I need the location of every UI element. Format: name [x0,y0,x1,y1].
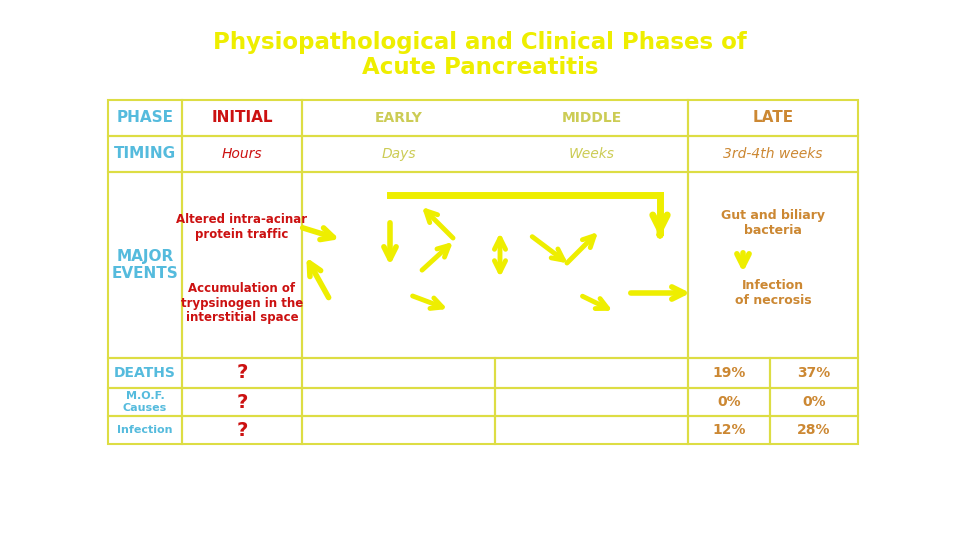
Text: ?: ? [236,363,248,382]
Text: Altered intra-acinar
protein traffic: Altered intra-acinar protein traffic [177,213,307,241]
Bar [108,416,182,444]
Bar [770,416,858,444]
Text: Weeks: Weeks [568,147,614,161]
Text: MIDDLE: MIDDLE [562,111,622,125]
Bar [182,416,302,444]
Bar [108,136,182,172]
Text: PHASE: PHASE [116,111,174,125]
Text: Acute Pancreatitis: Acute Pancreatitis [362,57,598,79]
Bar [688,100,858,136]
Text: 0%: 0% [717,395,741,409]
Text: 19%: 19% [712,366,746,380]
Bar [302,388,495,416]
Text: ?: ? [236,393,248,411]
Bar [108,358,182,388]
Text: MAJOR
EVENTS: MAJOR EVENTS [111,249,179,281]
Bar [688,136,858,172]
Text: Days: Days [381,147,416,161]
Text: Accumulation of
trypsinogen in the
interstitial space: Accumulation of trypsinogen in the inter… [180,281,303,325]
Text: 0%: 0% [803,395,826,409]
Text: M.O.F.
Causes: M.O.F. Causes [123,391,167,413]
Bar [495,416,688,444]
Text: TIMING: TIMING [114,146,176,161]
Bar [108,172,182,358]
Bar [302,100,688,136]
Bar [770,358,858,388]
Text: 28%: 28% [797,423,830,437]
Text: 3rd-4th weeks: 3rd-4th weeks [723,147,823,161]
Bar [182,136,302,172]
Text: 12%: 12% [712,423,746,437]
Text: Hours: Hours [222,147,262,161]
Bar [770,388,858,416]
Bar [495,388,688,416]
Bar [302,358,495,388]
Bar [688,388,770,416]
Text: 37%: 37% [798,366,830,380]
Bar [688,358,770,388]
Bar [688,416,770,444]
Bar [182,100,302,136]
Bar [182,358,302,388]
Text: EARLY: EARLY [374,111,422,125]
Text: Gut and biliary
bacteria: Gut and biliary bacteria [721,209,825,237]
Text: Physiopathological and Clinical Phases of: Physiopathological and Clinical Phases o… [213,30,747,53]
Bar [108,100,182,136]
Bar [108,388,182,416]
Text: Infection
of necrosis: Infection of necrosis [734,279,811,307]
Bar [302,416,495,444]
Text: Infection: Infection [117,425,173,435]
Text: INITIAL: INITIAL [211,111,273,125]
Text: DEATHS: DEATHS [114,366,176,380]
Text: LATE: LATE [753,111,794,125]
Bar [302,136,688,172]
Bar [495,358,688,388]
Bar [182,172,302,358]
Bar [688,172,858,358]
Text: ?: ? [236,421,248,440]
Bar [302,172,688,358]
Bar [182,388,302,416]
